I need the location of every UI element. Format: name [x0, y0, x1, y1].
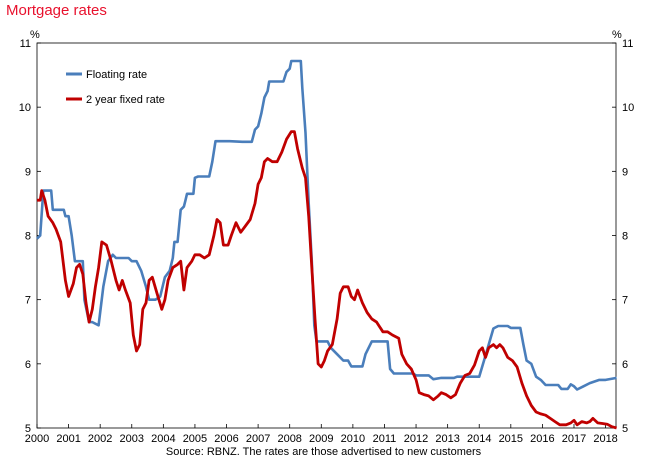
x-tick-label: 2017	[562, 433, 586, 445]
y-tick-label-left: 7	[25, 295, 31, 307]
x-tick-label: 2001	[56, 433, 80, 445]
y-tick-label-right: 5	[622, 423, 628, 435]
x-axis: 2000 2001 2002 2003 2004 2005 2006 2007 2008 2009…	[25, 424, 618, 445]
legend-label: Floating rate	[86, 69, 147, 81]
y-tick-label-right: 8	[622, 231, 628, 243]
y-tick-label-right: 11	[622, 38, 633, 50]
legend: Floating rate 2 year fixed rate	[66, 69, 165, 106]
x-tick-label: 2003	[120, 433, 144, 445]
series-line-floating-rate	[36, 59, 617, 391]
y-tick-label-left: 11	[20, 38, 31, 50]
y-axis-left: 5 6 7 8 9 10 11	[19, 38, 41, 435]
y-tick-label-right: 9	[622, 166, 628, 178]
y-tick-label-right: 7	[622, 295, 628, 307]
y-unit-left: %	[30, 29, 40, 41]
x-tick-label: 2007	[246, 433, 270, 445]
x-tick-label: 2009	[309, 433, 333, 445]
x-tick-label: 2016	[530, 433, 554, 445]
x-tick-label: 2004	[151, 433, 175, 445]
series-layer	[36, 59, 617, 430]
legend-label: 2 year fixed rate	[86, 94, 165, 106]
x-tick-label: 2018	[593, 433, 617, 445]
y-tick-label-left: 8	[25, 231, 31, 243]
y-tick-label-right: 10	[622, 102, 634, 114]
y-tick-label-left: 9	[25, 166, 31, 178]
y-axis-right: 5 6 7 8 9 10 11	[612, 38, 634, 435]
x-tick-label: 2008	[277, 433, 301, 445]
chart-title: Mortgage rates	[6, 2, 107, 19]
y-tick-label-left: 10	[19, 102, 31, 114]
x-tick-label: 2010	[341, 433, 365, 445]
x-tick-label: 2006	[214, 433, 238, 445]
x-tick-label: 2000	[25, 433, 49, 445]
series-line-two-year-fixed-rate	[37, 130, 617, 430]
y-tick-label-left: 5	[25, 423, 31, 435]
x-tick-label: 2014	[467, 433, 491, 445]
source-note: Source: RBNZ. The rates are those advert…	[165, 446, 482, 458]
x-tick-label: 2012	[404, 433, 428, 445]
x-tick-label: 2015	[499, 433, 523, 445]
y-unit-right: %	[612, 29, 622, 41]
y-tick-label-right: 6	[622, 359, 628, 371]
x-tick-label: 2002	[88, 433, 112, 445]
x-tick-label: 2011	[373, 433, 397, 445]
x-tick-label: 2005	[183, 433, 207, 445]
x-tick-label: 2013	[435, 433, 459, 445]
y-tick-label-left: 6	[25, 359, 31, 371]
